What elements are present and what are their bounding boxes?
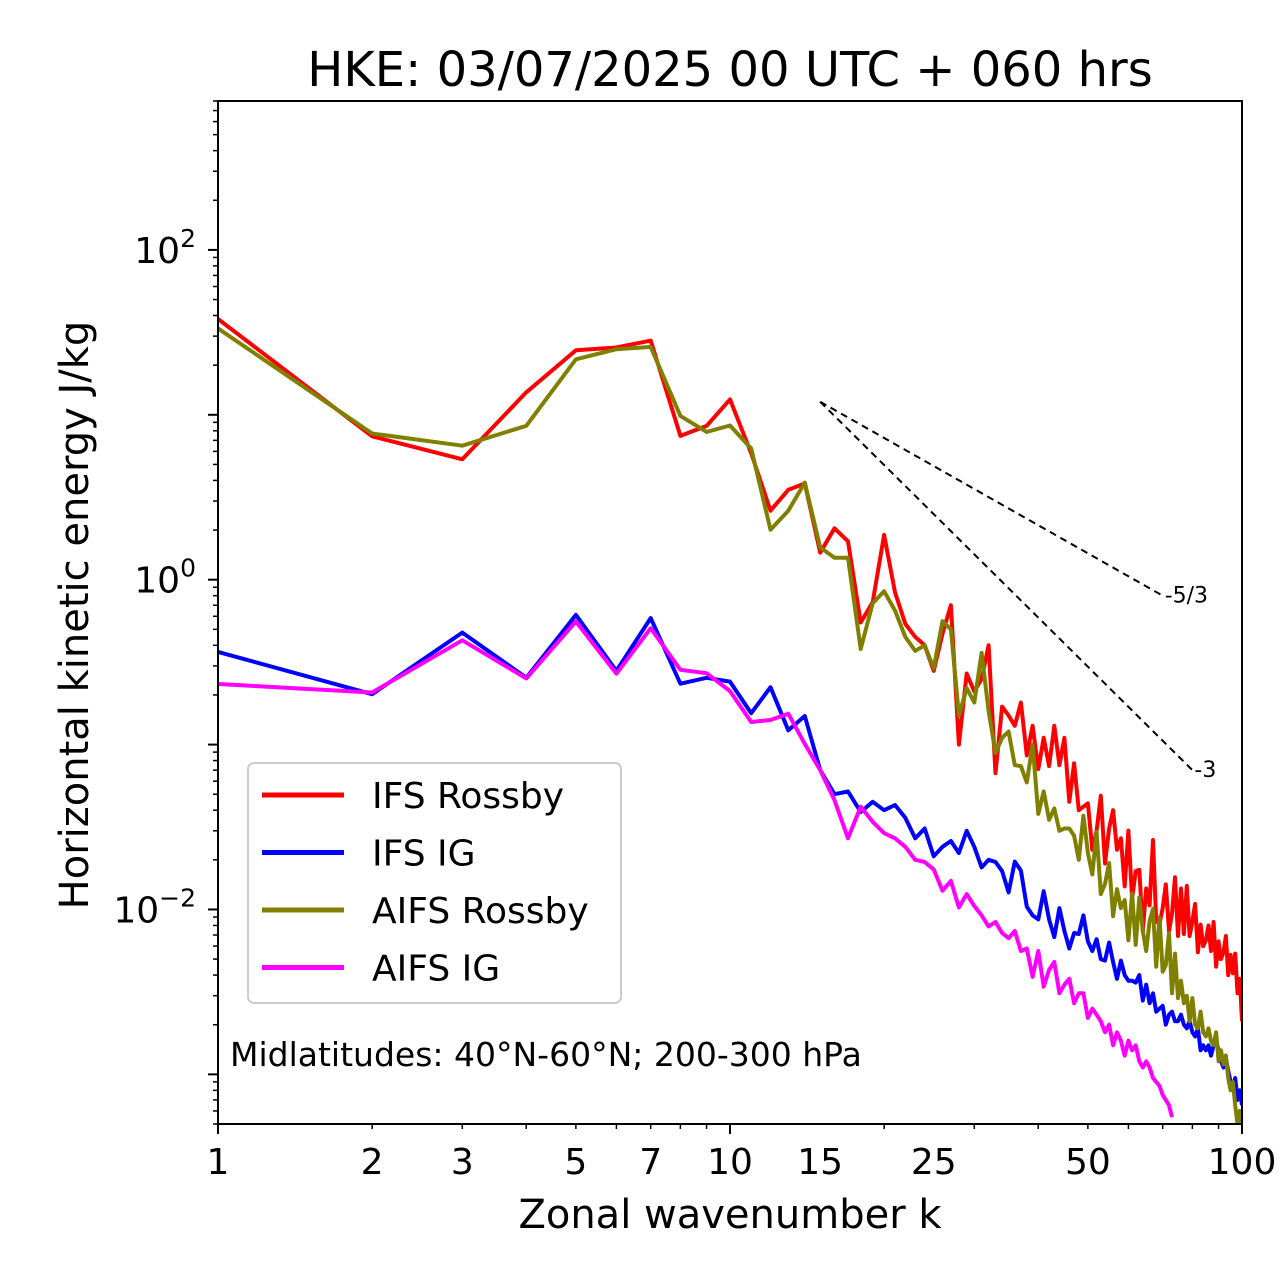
x-tick-label: 2	[361, 1142, 384, 1183]
y-tick-label: 100	[134, 554, 196, 602]
region-annotation: Midlatitudes: 40°N-60°N; 200-300 hPa	[230, 1035, 862, 1074]
y-axis-label: Horizontal kinetic energy J/kg	[52, 321, 98, 910]
x-tick-label: 15	[797, 1142, 843, 1183]
series-line-aifs-rossby	[218, 326, 1242, 1124]
legend-label: AIFS Rossby	[372, 891, 589, 932]
x-tick-label: 1	[207, 1142, 230, 1183]
series-line-ifs-ig	[218, 612, 1242, 1106]
legend-label: IFS IG	[372, 834, 476, 875]
x-tick-label: 5	[564, 1142, 587, 1183]
x-tick-label: 3	[451, 1142, 474, 1183]
reference-slope-line	[819, 400, 1164, 597]
reference-slopes: -5/3 -3	[819, 400, 1216, 783]
x-axis-label: Zonal wavenumber k	[518, 1192, 942, 1238]
x-tick-label: 10	[707, 1142, 753, 1183]
y-tick-label: 10−2	[113, 883, 196, 931]
y-axis-ticks: 10−2 100 102	[113, 100, 218, 1125]
x-tick-label: 7	[639, 1142, 662, 1183]
series-line-ifs-rossby	[218, 317, 1242, 1022]
legend: IFS Rossby IFS IG AIFS Rossby AIFS IG	[247, 762, 622, 1004]
series-lines	[218, 317, 1242, 1124]
x-axis-ticks: 1 2 3 5 7 10 15 25 50 100	[207, 1124, 1277, 1183]
reference-slope-label: -3	[1194, 758, 1216, 783]
x-tick-label: 50	[1065, 1142, 1111, 1183]
x-tick-label: 25	[911, 1142, 957, 1183]
legend-box	[247, 762, 622, 1004]
legend-label: IFS Rossby	[372, 776, 564, 817]
x-tick-label: 100	[1208, 1142, 1277, 1183]
series-line-aifs-ig	[218, 619, 1174, 1118]
reference-slope-line	[819, 401, 1194, 771]
y-tick-label: 102	[134, 224, 196, 272]
legend-label: AIFS IG	[372, 949, 500, 990]
chart-title: HKE: 03/07/2025 00 UTC + 060 hrs	[307, 42, 1153, 98]
reference-slope-label: -5/3	[1165, 584, 1208, 609]
